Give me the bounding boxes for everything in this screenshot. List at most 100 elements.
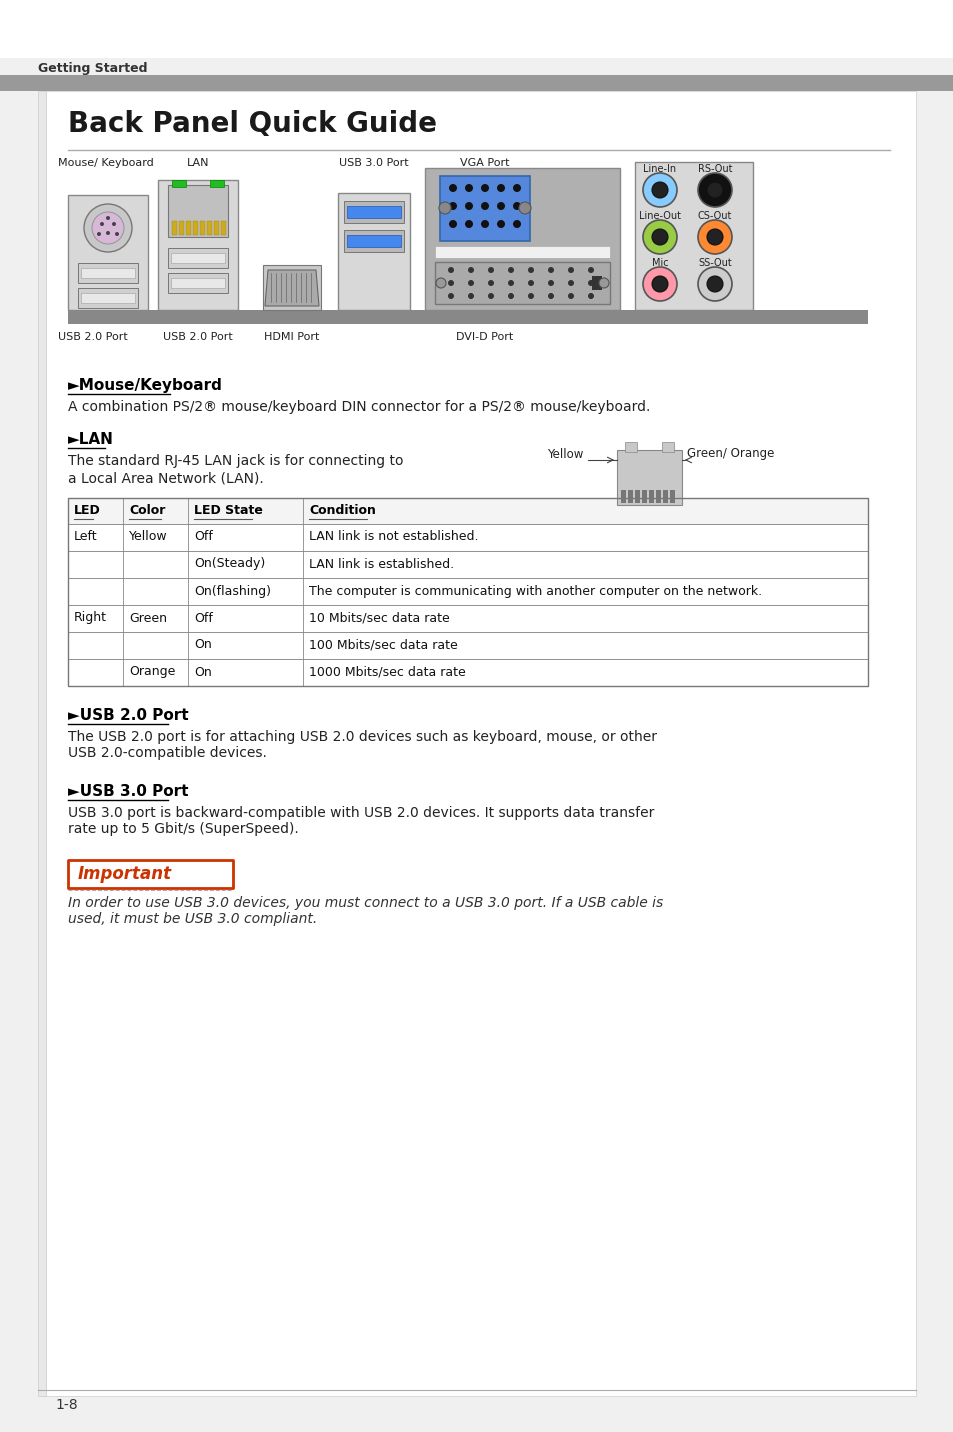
Text: On(flashing): On(flashing) bbox=[193, 584, 271, 597]
Circle shape bbox=[547, 281, 554, 286]
Circle shape bbox=[651, 229, 667, 245]
Bar bbox=[669, 490, 675, 503]
Bar bbox=[620, 490, 625, 503]
Bar bbox=[68, 551, 867, 579]
Text: DVI-D Port: DVI-D Port bbox=[456, 332, 513, 342]
Bar bbox=[171, 278, 225, 288]
Circle shape bbox=[488, 294, 494, 299]
Bar bbox=[193, 221, 198, 235]
Circle shape bbox=[547, 294, 554, 299]
Circle shape bbox=[527, 294, 534, 299]
Circle shape bbox=[464, 183, 473, 192]
Circle shape bbox=[567, 266, 574, 274]
Bar bbox=[213, 221, 219, 235]
Bar bbox=[186, 221, 191, 235]
Text: USB 2.0 Port: USB 2.0 Port bbox=[58, 332, 128, 342]
Text: Off: Off bbox=[193, 611, 213, 624]
Bar bbox=[68, 498, 867, 686]
Circle shape bbox=[468, 281, 474, 286]
Bar bbox=[68, 861, 233, 888]
Circle shape bbox=[449, 221, 456, 228]
Bar bbox=[78, 263, 138, 284]
Text: Mouse/ Keyboard: Mouse/ Keyboard bbox=[58, 158, 153, 168]
Text: Important: Important bbox=[78, 865, 172, 884]
Circle shape bbox=[706, 229, 722, 245]
Circle shape bbox=[497, 221, 504, 228]
Bar bbox=[68, 579, 867, 604]
Bar bbox=[68, 195, 148, 309]
Text: LAN link is not established.: LAN link is not established. bbox=[309, 530, 478, 544]
Text: USB 3.0 Port: USB 3.0 Port bbox=[339, 158, 409, 168]
Text: SS-Out: SS-Out bbox=[698, 258, 731, 268]
Circle shape bbox=[598, 278, 608, 288]
Text: a Local Area Network (LAN).: a Local Area Network (LAN). bbox=[68, 473, 263, 485]
Circle shape bbox=[513, 183, 520, 192]
Text: On: On bbox=[193, 666, 212, 679]
Circle shape bbox=[587, 266, 594, 274]
Bar bbox=[81, 268, 135, 278]
Text: Mic: Mic bbox=[651, 258, 668, 268]
Circle shape bbox=[106, 231, 110, 235]
Circle shape bbox=[527, 266, 534, 274]
Circle shape bbox=[468, 294, 474, 299]
Circle shape bbox=[698, 221, 731, 253]
Circle shape bbox=[112, 222, 116, 226]
Bar bbox=[207, 221, 212, 235]
Bar bbox=[38, 92, 46, 1396]
Bar bbox=[168, 185, 228, 238]
Bar bbox=[168, 274, 228, 294]
Text: USB 2.0 Port: USB 2.0 Port bbox=[163, 332, 233, 342]
Bar bbox=[0, 0, 953, 59]
Circle shape bbox=[448, 281, 454, 286]
Circle shape bbox=[587, 281, 594, 286]
Bar bbox=[78, 288, 138, 308]
Bar bbox=[344, 200, 403, 223]
Text: LED: LED bbox=[74, 504, 101, 517]
Bar bbox=[172, 221, 177, 235]
Text: CS-Out: CS-Out bbox=[697, 211, 731, 221]
Circle shape bbox=[448, 294, 454, 299]
Text: Green/ Orange: Green/ Orange bbox=[686, 447, 774, 461]
Text: 1-8: 1-8 bbox=[55, 1398, 77, 1412]
Text: 1000 Mbits/sec data rate: 1000 Mbits/sec data rate bbox=[309, 666, 465, 679]
Text: Condition: Condition bbox=[309, 504, 375, 517]
Circle shape bbox=[642, 221, 677, 253]
Circle shape bbox=[448, 266, 454, 274]
Text: The computer is communicating with another computer on the network.: The computer is communicating with anoth… bbox=[309, 584, 761, 597]
Circle shape bbox=[480, 183, 489, 192]
Circle shape bbox=[480, 221, 489, 228]
Text: ►LAN: ►LAN bbox=[68, 432, 113, 447]
Polygon shape bbox=[265, 271, 318, 306]
Text: LAN: LAN bbox=[187, 158, 209, 168]
Text: Yellow: Yellow bbox=[129, 530, 168, 544]
Text: Off: Off bbox=[193, 530, 213, 544]
Text: ►Mouse/Keyboard: ►Mouse/Keyboard bbox=[68, 378, 223, 392]
Bar bbox=[439, 176, 530, 241]
Circle shape bbox=[438, 202, 451, 213]
Circle shape bbox=[567, 281, 574, 286]
Bar bbox=[627, 490, 633, 503]
Circle shape bbox=[497, 183, 504, 192]
Circle shape bbox=[527, 281, 534, 286]
Bar bbox=[263, 265, 320, 309]
Bar bbox=[656, 490, 660, 503]
Text: ►USB 2.0 Port: ►USB 2.0 Port bbox=[68, 707, 189, 723]
Circle shape bbox=[480, 202, 489, 211]
Circle shape bbox=[91, 212, 124, 243]
Text: On: On bbox=[193, 639, 212, 652]
Text: Yellow: Yellow bbox=[546, 447, 583, 461]
Circle shape bbox=[642, 266, 677, 301]
Bar bbox=[435, 262, 609, 304]
Text: VGA Port: VGA Port bbox=[459, 158, 509, 168]
Circle shape bbox=[698, 266, 731, 301]
Bar bbox=[435, 246, 609, 258]
Text: Line-In: Line-In bbox=[642, 165, 676, 175]
Circle shape bbox=[567, 294, 574, 299]
Text: In order to use USB 3.0 devices, you must connect to a USB 3.0 port. If a USB ca: In order to use USB 3.0 devices, you mus… bbox=[68, 896, 662, 927]
Bar bbox=[347, 235, 400, 246]
Text: LED State: LED State bbox=[193, 504, 263, 517]
Text: Color: Color bbox=[129, 504, 165, 517]
Bar bbox=[68, 524, 867, 551]
Circle shape bbox=[84, 203, 132, 252]
Circle shape bbox=[468, 266, 474, 274]
